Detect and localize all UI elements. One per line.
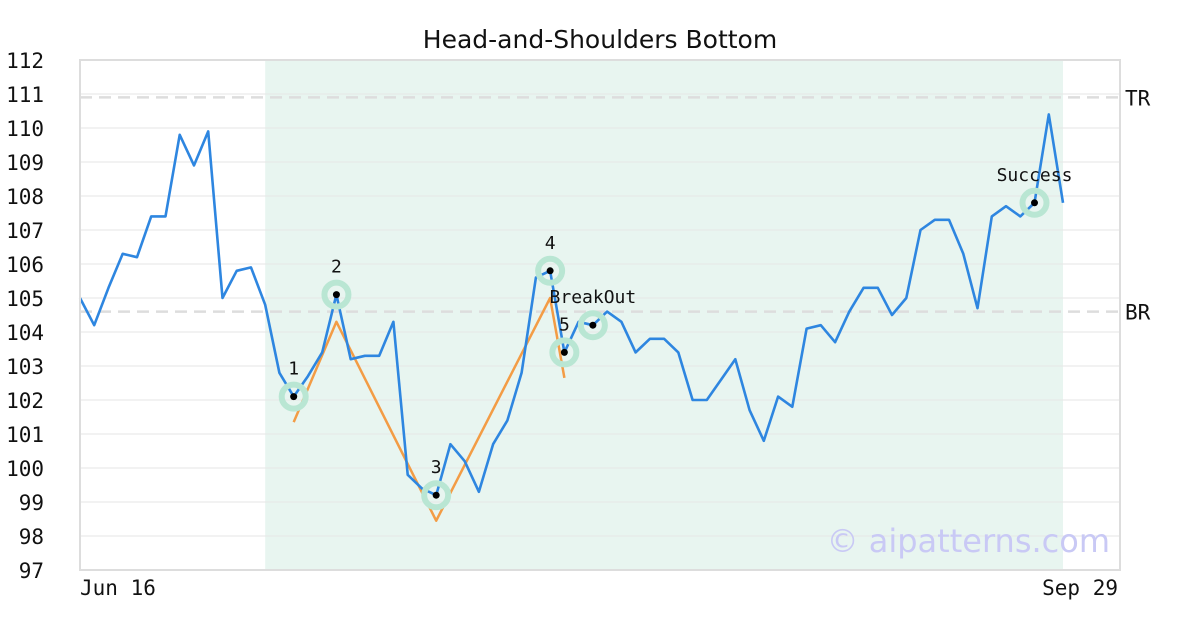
x-axis-ticks: Jun 16 Sep 29 [80,576,1118,600]
marker-dot-2 [332,291,340,299]
marker-label-3: 3 [431,457,442,478]
reference-lines: TR BR [80,86,1151,325]
marker-dot-1 [290,393,298,401]
pattern-markers: 1 2 3 4 5 BreakOut Success [278,165,1073,511]
marker-label-success: Success [997,165,1073,186]
pattern-path [292,296,566,522]
x-tick-label-start: Jun 16 [80,576,156,600]
grid [80,59,1120,571]
marker-ring-3 [421,480,452,511]
marker-ring-1 [278,381,309,412]
y-tick-label-103: 103 [6,355,44,379]
y-axis-ticks: 97 98 99 100 101 102 103 104 105 106 107 108 109 110 1… [6,49,44,583]
pattern-polyline [292,296,566,522]
y-tick-label-109: 109 [6,151,44,175]
marker-ring-success [1019,187,1050,218]
chart-title: Head-and-Shoulders Bottom [423,25,777,54]
plot-frame [79,59,1121,571]
y-tick-label-112: 112 [6,49,44,73]
watermark-layer: © aipatterns.com [827,522,1110,560]
y-tick-label-100: 100 [6,457,44,481]
y-tick-label-98: 98 [19,525,44,549]
marker-label-1: 1 [288,359,299,380]
price-series [78,113,1065,497]
plot-border [79,59,1121,571]
watermark: © aipatterns.com [827,522,1110,560]
y-tick-label-97: 97 [19,559,44,583]
marker-dot-5 [560,348,568,356]
marker-dot-3 [432,491,440,499]
marker-label-2: 2 [331,257,342,278]
marker-dot-4 [546,267,554,275]
marker-ring-2 [321,279,352,310]
y-tick-label-111: 111 [6,83,44,107]
y-tick-label-105: 105 [6,287,44,311]
y-tick-label-99: 99 [19,491,44,515]
y-tick-label-108: 108 [6,185,44,209]
marker-dot-success [1031,199,1039,207]
marker-dot-breakout [589,321,597,329]
reference-label-tr: TR [1125,86,1151,110]
y-tick-label-102: 102 [6,389,44,413]
marker-label-breakout: BreakOut [550,287,637,308]
y-tick-label-107: 107 [6,219,44,243]
marker-ring-4 [535,255,566,286]
y-tick-label-101: 101 [6,423,44,447]
marker-ring-5 [549,337,580,368]
y-tick-label-106: 106 [6,253,44,277]
pattern-region-band [265,60,1064,570]
price-line [78,113,1065,497]
marker-label-4: 4 [545,233,556,254]
y-tick-label-110: 110 [6,117,44,141]
marker-ring-breakout [577,310,608,341]
reference-label-br: BR [1125,301,1151,325]
x-tick-label-end: Sep 29 [1042,576,1118,600]
y-tick-label-104: 104 [6,321,44,345]
pattern-region [265,60,1064,570]
marker-label-5: 5 [559,314,570,335]
